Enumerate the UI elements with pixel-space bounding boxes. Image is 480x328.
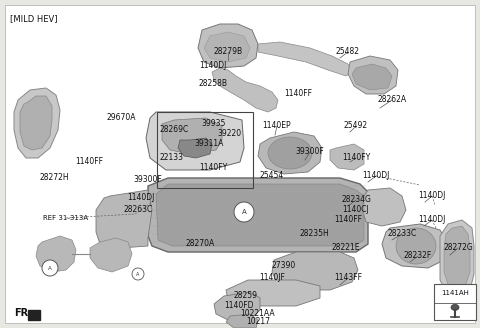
Polygon shape xyxy=(90,238,132,272)
Polygon shape xyxy=(212,68,278,112)
Text: 1141AH: 1141AH xyxy=(441,290,469,297)
Bar xyxy=(434,284,476,320)
Bar xyxy=(28,310,40,320)
Polygon shape xyxy=(146,112,244,170)
Text: 28259: 28259 xyxy=(233,292,257,300)
Circle shape xyxy=(234,202,254,222)
Polygon shape xyxy=(204,32,250,62)
Polygon shape xyxy=(148,178,368,252)
Text: 1140DJ: 1140DJ xyxy=(418,192,446,200)
Text: 1140DJ: 1140DJ xyxy=(362,172,390,180)
Text: 25482: 25482 xyxy=(336,48,360,56)
Text: 1140FF: 1140FF xyxy=(75,157,103,167)
Polygon shape xyxy=(352,64,392,90)
Text: 1140DJ: 1140DJ xyxy=(127,194,155,202)
Text: 27390: 27390 xyxy=(272,261,296,271)
Text: 1140CJ: 1140CJ xyxy=(343,206,370,215)
Polygon shape xyxy=(362,188,406,226)
Text: FR: FR xyxy=(14,308,28,318)
Polygon shape xyxy=(178,138,212,158)
Text: 1140EP: 1140EP xyxy=(263,121,291,131)
Polygon shape xyxy=(20,96,52,150)
Text: 1140FY: 1140FY xyxy=(342,154,370,162)
Bar xyxy=(157,112,253,188)
Polygon shape xyxy=(198,24,258,68)
Circle shape xyxy=(42,260,58,276)
Text: 1140FF: 1140FF xyxy=(284,90,312,98)
Polygon shape xyxy=(444,226,470,288)
Text: 28263C: 28263C xyxy=(123,206,153,215)
Text: 1140FD: 1140FD xyxy=(224,301,254,311)
Text: 28272H: 28272H xyxy=(39,174,69,182)
Text: 25492: 25492 xyxy=(344,121,368,131)
Text: 1143FF: 1143FF xyxy=(334,274,362,282)
Polygon shape xyxy=(36,236,76,272)
Polygon shape xyxy=(162,118,222,154)
Text: 25454: 25454 xyxy=(260,172,284,180)
Text: 28235H: 28235H xyxy=(299,230,329,238)
Polygon shape xyxy=(156,184,364,246)
Text: 1140FY: 1140FY xyxy=(199,163,227,173)
Text: 28270A: 28270A xyxy=(185,239,215,249)
Text: 28279B: 28279B xyxy=(214,48,242,56)
Polygon shape xyxy=(96,190,152,248)
Polygon shape xyxy=(226,280,320,306)
Text: A: A xyxy=(48,265,52,271)
Text: 39311A: 39311A xyxy=(194,139,224,149)
Polygon shape xyxy=(258,132,322,174)
Text: REF 31-313A: REF 31-313A xyxy=(43,215,89,221)
Text: 39220: 39220 xyxy=(217,130,241,138)
Text: 28269C: 28269C xyxy=(159,126,189,134)
Text: 39935: 39935 xyxy=(202,119,226,129)
Text: 10217: 10217 xyxy=(246,318,270,326)
Polygon shape xyxy=(440,220,474,296)
Polygon shape xyxy=(382,224,448,268)
Ellipse shape xyxy=(268,137,312,169)
Text: 39300F: 39300F xyxy=(133,175,162,184)
Ellipse shape xyxy=(451,304,459,310)
Text: 1140FF: 1140FF xyxy=(334,215,362,224)
Polygon shape xyxy=(14,88,60,158)
Text: 28272G: 28272G xyxy=(443,243,473,253)
Text: 28221E: 28221E xyxy=(332,243,360,253)
Ellipse shape xyxy=(396,228,436,264)
Text: 28262A: 28262A xyxy=(377,95,407,105)
Text: 39300F: 39300F xyxy=(296,148,324,156)
Circle shape xyxy=(132,268,144,280)
Text: A: A xyxy=(241,209,246,215)
Text: 28234G: 28234G xyxy=(341,195,371,204)
Text: 28258B: 28258B xyxy=(199,79,228,89)
Text: 1140JF: 1140JF xyxy=(259,274,285,282)
Polygon shape xyxy=(226,314,258,328)
Text: 22133: 22133 xyxy=(160,154,184,162)
Text: [MILD HEV]: [MILD HEV] xyxy=(10,14,58,23)
Polygon shape xyxy=(330,144,364,170)
Polygon shape xyxy=(214,292,260,320)
Text: 28232F: 28232F xyxy=(404,252,432,260)
Text: 28233C: 28233C xyxy=(387,230,417,238)
Text: 1140DJ: 1140DJ xyxy=(199,60,227,70)
Text: 10221AA: 10221AA xyxy=(240,310,276,318)
Text: A: A xyxy=(136,272,140,277)
Polygon shape xyxy=(348,56,398,94)
Text: 29670A: 29670A xyxy=(106,113,136,122)
Polygon shape xyxy=(272,252,358,290)
Polygon shape xyxy=(258,42,352,76)
Text: 1140DJ: 1140DJ xyxy=(418,215,446,224)
